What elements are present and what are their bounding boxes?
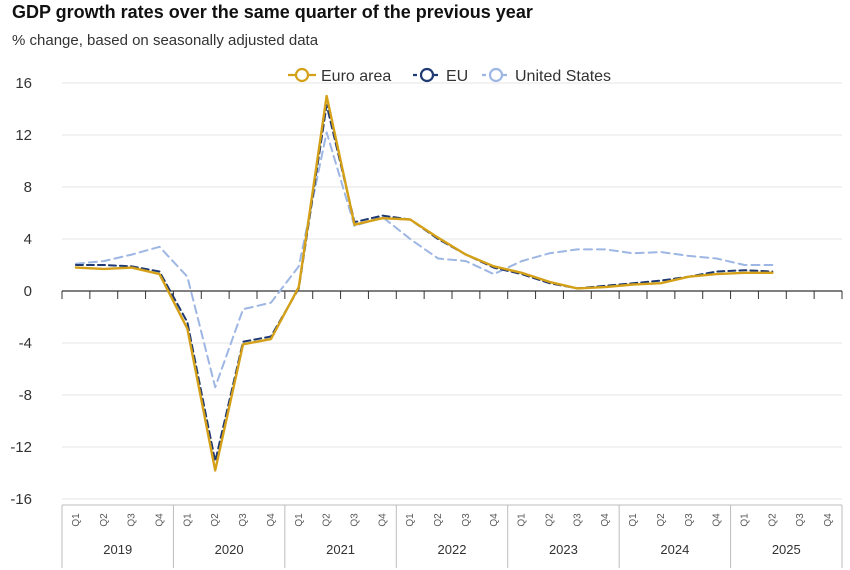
x-year-label: 2024 <box>660 542 689 557</box>
x-quarter-label: Q1 <box>182 513 193 527</box>
x-quarter-label: Q3 <box>238 513 249 527</box>
legend-marker-united-states <box>488 67 504 83</box>
legend-marker-eu <box>419 67 435 83</box>
legend-label-eu: EU <box>446 68 468 85</box>
y-tick-label: -12 <box>10 439 32 456</box>
y-tick-label: 4 <box>24 231 32 248</box>
x-quarter-label: Q4 <box>600 513 611 527</box>
x-quarter-label: Q1 <box>628 513 639 527</box>
x-quarter-label: Q2 <box>656 513 667 527</box>
x-quarter-label: Q4 <box>712 513 723 527</box>
x-quarter-label: Q1 <box>71 513 82 527</box>
x-quarter-label: Q4 <box>489 513 500 527</box>
x-quarter-label: Q4 <box>377 513 388 527</box>
y-tick-label: 0 <box>24 283 32 300</box>
x-year-label: 2025 <box>772 542 801 557</box>
chart-subtitle: % change, based on seasonally adjusted d… <box>12 32 319 49</box>
x-axis: Q1 Q2 Q3 Q4 Q1 Q2 Q3 Q4 Q1 Q2 Q3 Q4 Q1 Q2 Q3 Q4 Q1 Q2 Q3 Q4… <box>61 291 843 568</box>
legend: Euro area EU United States <box>288 67 611 85</box>
legend-label-euro-area: Euro area <box>321 68 391 85</box>
x-year-label: 2021 <box>326 542 355 557</box>
x-quarter-label: Q2 <box>322 513 333 527</box>
series-line-eu <box>74 104 774 463</box>
x-quarter-label: Q4 <box>266 513 277 527</box>
x-year-label: 2023 <box>549 542 578 557</box>
x-quarter-label: Q2 <box>767 513 778 527</box>
x-quarter-label: Q3 <box>572 513 583 527</box>
x-quarter-label: Q2 <box>210 513 221 527</box>
legend-marker-euro-area <box>294 67 310 83</box>
x-quarter-label: Q1 <box>517 513 528 527</box>
y-tick-label: 8 <box>24 179 32 196</box>
series-line-euro-area <box>74 94 774 472</box>
x-year-label: 2022 <box>438 542 467 557</box>
x-quarter-label: Q2 <box>545 513 556 527</box>
y-tick-label: -8 <box>19 387 32 404</box>
x-quarter-label: Q1 <box>405 513 416 527</box>
legend-label-united-states: United States <box>515 68 611 85</box>
x-quarter-label: Q3 <box>127 513 138 527</box>
x-quarter-label: Q4 <box>155 513 166 527</box>
x-quarter-label: Q3 <box>795 513 806 527</box>
x-year-label: 2020 <box>215 542 244 557</box>
x-quarter-label: Q3 <box>461 513 472 527</box>
x-quarter-label: Q1 <box>294 513 305 527</box>
x-quarter-label: Q2 <box>433 513 444 527</box>
series-lines <box>74 94 774 472</box>
x-quarter-label: Q4 <box>823 513 834 527</box>
y-tick-label: 16 <box>15 75 32 92</box>
x-quarter-label: Q3 <box>350 513 361 527</box>
x-year-label: 2019 <box>103 542 132 557</box>
grid-lines <box>62 82 842 500</box>
y-tick-label: 12 <box>15 127 32 144</box>
y-axis: 16 12 8 4 0 -4 -8 -12 -16 <box>10 75 32 508</box>
x-quarter-label: Q3 <box>684 513 695 527</box>
chart-title: GDP growth rates over the same quarter o… <box>12 2 533 22</box>
y-tick-label: -16 <box>10 491 32 508</box>
series-line-united-states <box>74 131 774 389</box>
y-tick-label: -4 <box>19 335 32 352</box>
x-quarter-label: Q1 <box>740 513 751 527</box>
x-quarter-label: Q2 <box>99 513 110 527</box>
